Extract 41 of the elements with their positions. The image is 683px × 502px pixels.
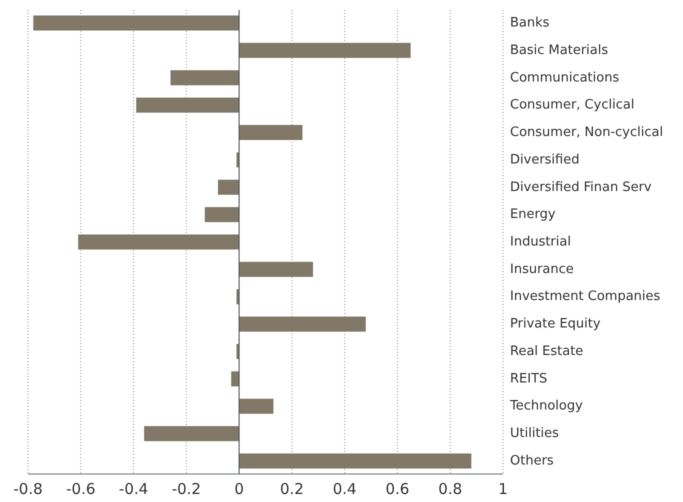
y-tick-label: Insurance [510,262,574,277]
y-tick-label: Real Estate [510,344,584,359]
bar [239,316,366,332]
y-tick-label: Energy [510,207,556,222]
bar [170,70,240,86]
y-tick-label: Technology [509,398,584,414]
y-tick-label: Others [510,453,554,468]
y-tick-label: Industrial [510,234,571,250]
bar [239,262,313,277]
x-tick-label: 0.8 [438,480,462,498]
y-tick-label: Consumer, Non-cyclical [510,125,664,140]
x-tick-label: -0.6 [66,480,96,498]
bar [33,15,240,31]
bar [218,180,240,195]
x-tick-label: -0.8 [13,480,43,498]
y-tick-label: Utilities [510,426,560,442]
y-tick-label: REITS [510,371,548,386]
y-tick-label: Consumer, Cyclical [510,98,634,113]
x-tick-label: 0.6 [386,480,410,498]
y-tick-label: Diversified [510,152,580,168]
x-tick-label: 0 [234,480,244,498]
bar [239,398,274,414]
y-tick-label: Basic Materials [510,42,608,58]
bar [204,207,240,222]
y-tick-label: Investment Companies [510,289,661,304]
y-tick-label: Private Equity [510,316,601,332]
x-tick-label: 0.4 [332,480,357,498]
bar [239,124,302,140]
bar [239,42,411,58]
y-tick-label: Banks [510,16,550,31]
x-tick-label: -0.2 [172,480,201,498]
bar [144,426,240,442]
bar [78,234,240,250]
bar [239,453,472,469]
y-tick-label: Diversified Finan Serv [510,180,652,195]
x-tick-label: 1 [498,480,508,498]
bar [231,371,240,386]
bar [136,98,240,113]
x-tick-label: 0.2 [280,480,304,498]
y-tick-label: Communications [510,70,620,86]
x-tick-label: -0.4 [118,480,148,498]
